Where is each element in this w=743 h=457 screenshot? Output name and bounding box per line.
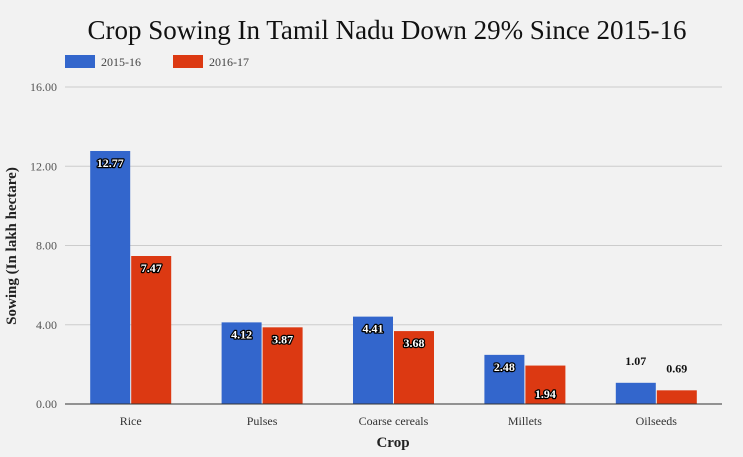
bar [394, 331, 434, 404]
y-tick-label: 16.00 [30, 80, 57, 94]
category-label: Oilseeds [636, 414, 678, 428]
bar [615, 382, 656, 404]
bar [262, 327, 303, 404]
bars [90, 150, 697, 404]
data-label: 7.47 [141, 261, 162, 275]
y-axis-ticks: 0.00 4.00 8.00 12.00 16.00 [30, 80, 57, 411]
x-axis-title: Crop [376, 435, 409, 451]
y-tick-label: 12.00 [30, 159, 57, 173]
bar [484, 354, 525, 404]
bar [90, 150, 131, 404]
bar [353, 316, 393, 404]
bar [221, 322, 262, 404]
legend-swatch [173, 55, 203, 68]
y-axis-title: Sowing (In lakh hectare) [4, 167, 20, 325]
gridlines [65, 86, 722, 326]
data-label: 3.87 [272, 332, 293, 346]
data-label: 3.68 [404, 336, 425, 350]
chart-title: Crop Sowing In Tamil Nadu Down 29% Since… [87, 15, 686, 45]
bar [131, 256, 172, 404]
legend-swatch [65, 55, 95, 68]
bar [525, 365, 566, 404]
data-label: 12.77 [97, 156, 124, 170]
category-label: Rice [120, 414, 142, 428]
legend-label: 2015-16 [101, 55, 141, 69]
y-tick-label: 8.00 [36, 239, 57, 253]
y-tick-label: 4.00 [36, 318, 57, 332]
category-label: Pulses [247, 414, 278, 428]
category-label: Millets [508, 414, 542, 428]
data-labels: 12.77 7.47 4.12 3.87 4.41 3.68 2.48 1.94 1.07 0.6… [95, 155, 687, 403]
data-label: 0.69 [666, 361, 687, 375]
data-label: 2.48 [494, 360, 515, 374]
legend: 2015-16 2016-17 [65, 55, 249, 69]
x-axis-categories: Rice Pulses Coarse cereals Millets Oilseeds [120, 414, 678, 428]
category-label: Coarse cereals [359, 414, 429, 428]
y-tick-label: 0.00 [36, 397, 57, 411]
legend-label: 2016-17 [209, 55, 249, 69]
data-label: 4.41 [363, 322, 384, 336]
data-label: 1.07 [625, 354, 646, 368]
data-label: 1.94 [535, 387, 556, 401]
bar [656, 390, 697, 404]
data-label: 4.12 [231, 327, 252, 341]
